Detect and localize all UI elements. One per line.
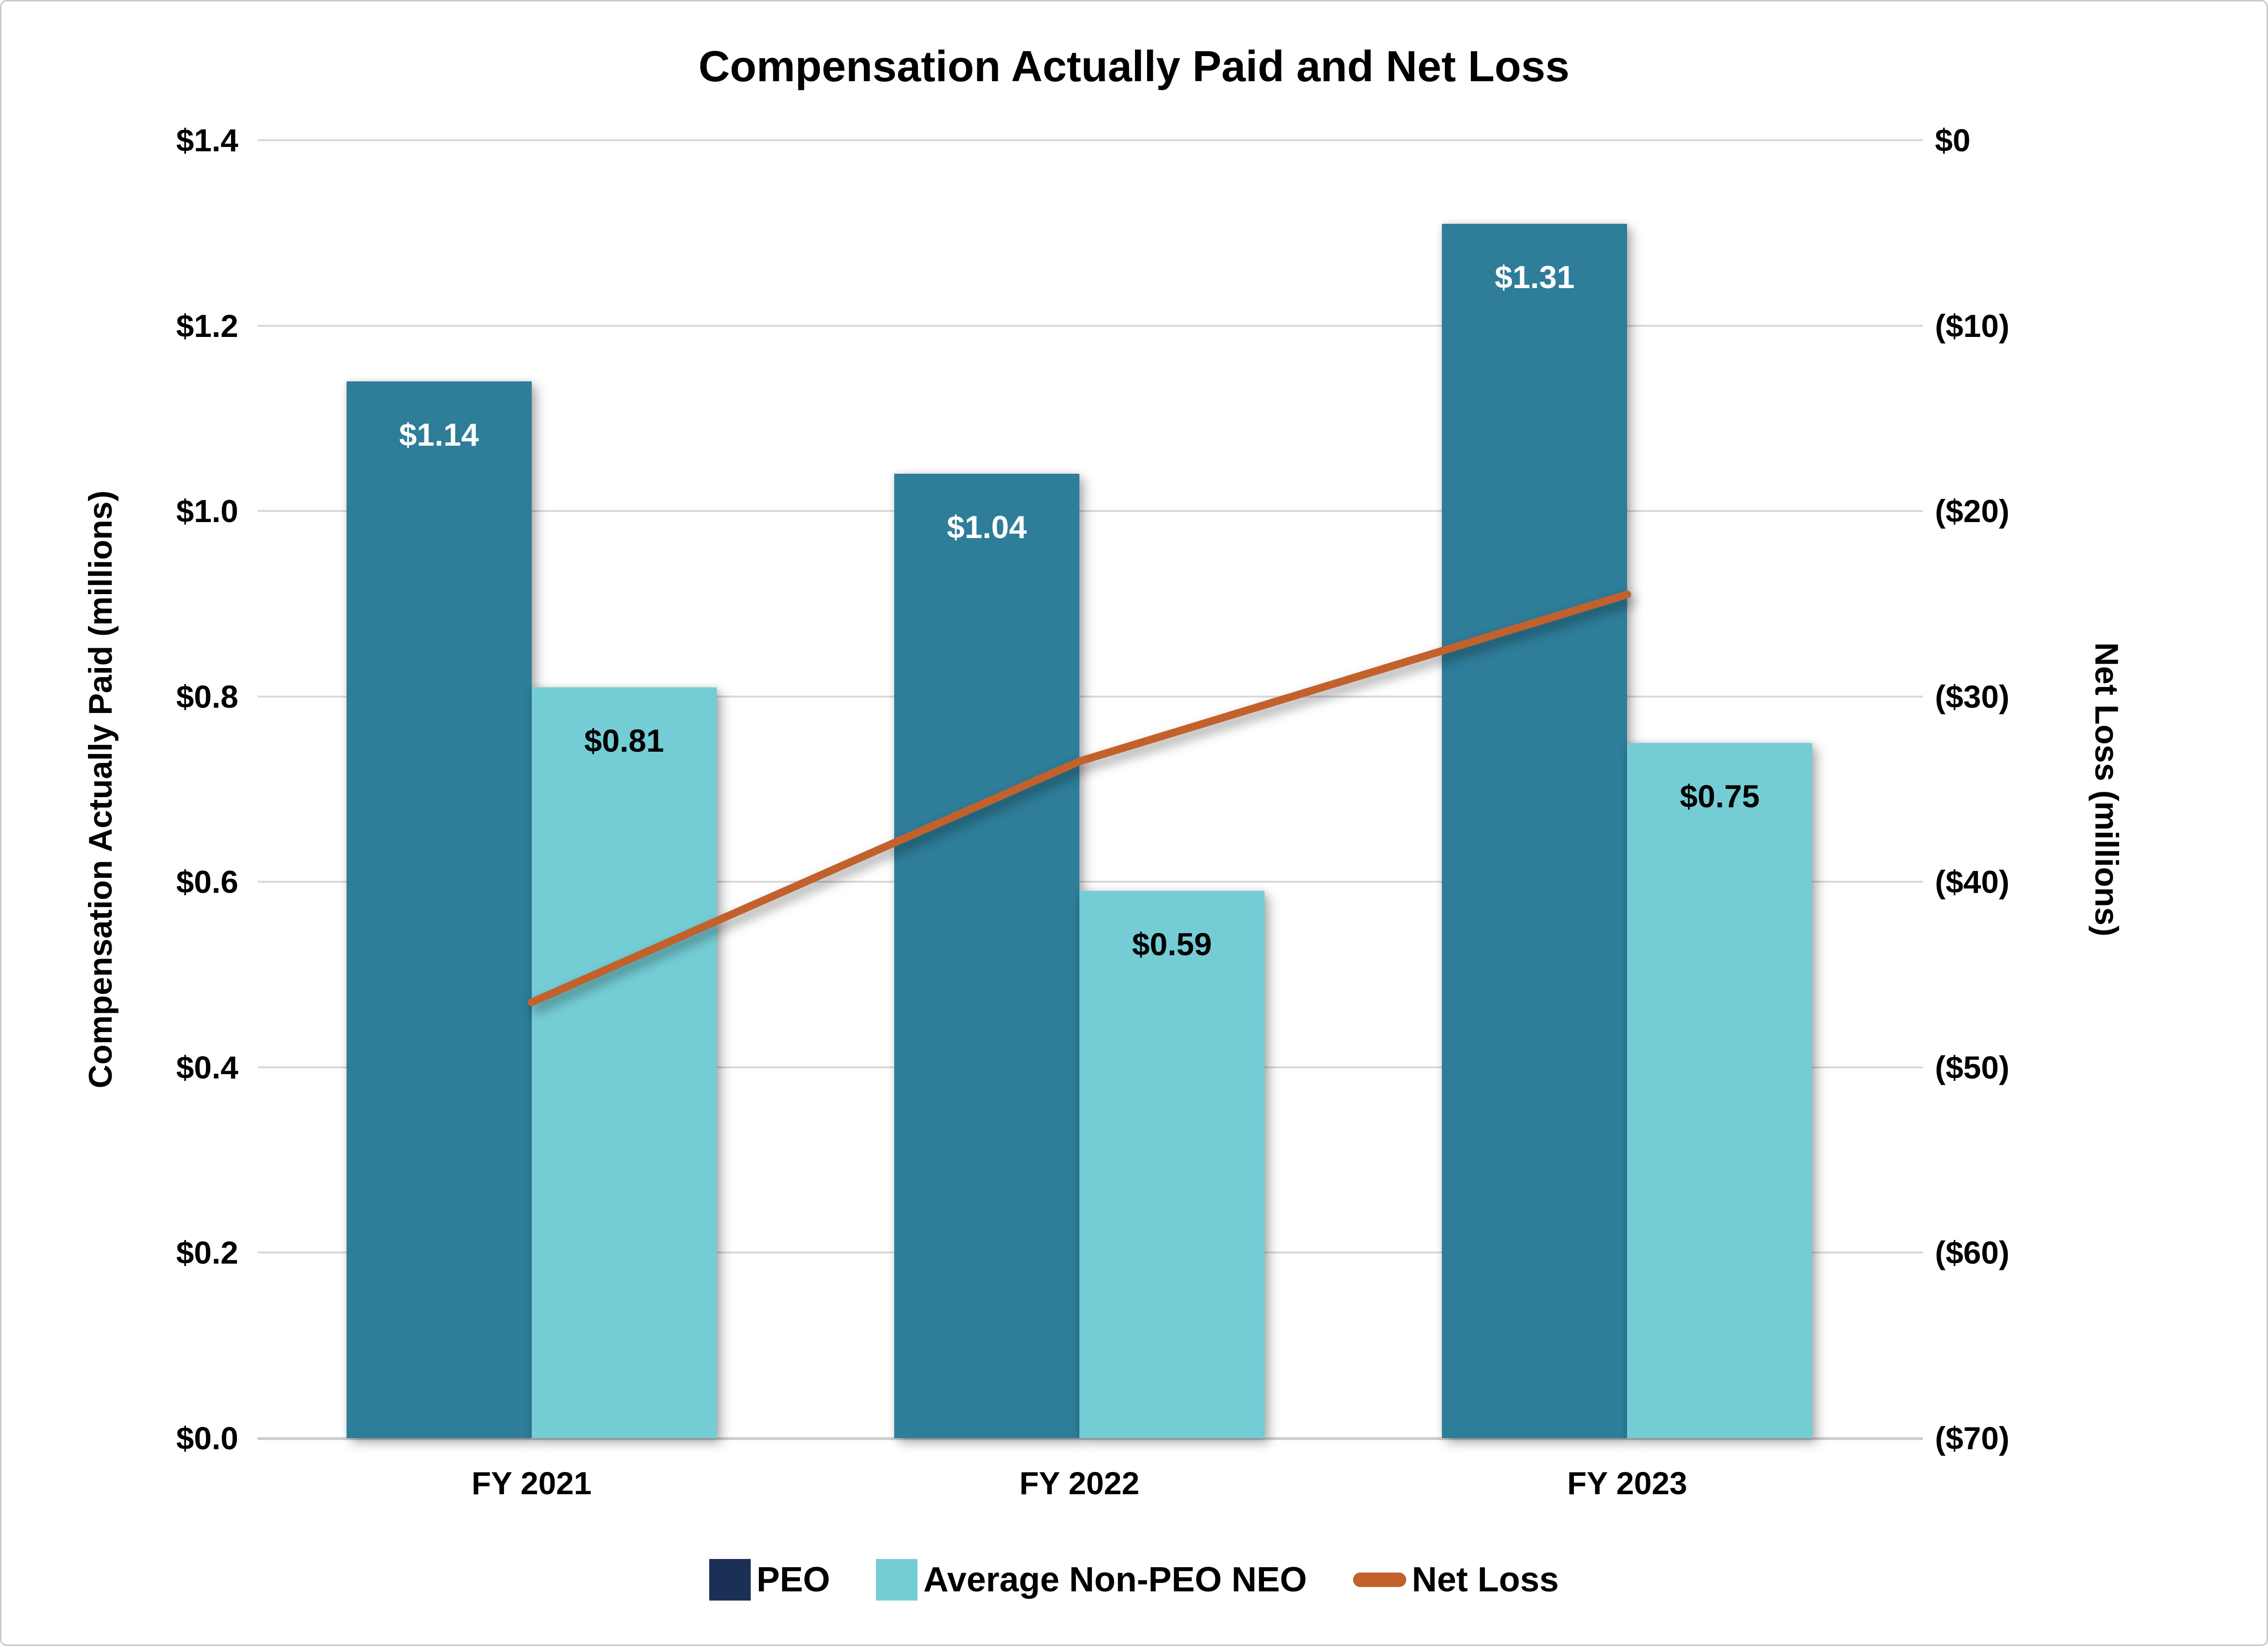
right-axis-tick: $0 bbox=[1935, 122, 1971, 158]
right-axis-title: Net Loss (millions) bbox=[2088, 642, 2125, 937]
bar-data-label: $1.14 bbox=[399, 416, 479, 452]
right-axis-tick: ($40) bbox=[1935, 864, 2010, 900]
bar-data-label: $0.81 bbox=[584, 722, 664, 758]
peo-bar-fy-2023: $1.31 bbox=[1442, 223, 1628, 1438]
chart-legend: PEO Average Non-PEO NEO Net Loss bbox=[709, 1559, 1559, 1601]
right-axis-tick: ($30) bbox=[1935, 678, 2010, 714]
plot-area: $1.14 $0.81 FY 2021 $1.04 $0.59 FY 2022 $1.31 $… bbox=[258, 139, 1923, 1501]
right-axis-tick: ($70) bbox=[1935, 1420, 2010, 1456]
left-axis-tick: $0.4 bbox=[176, 1049, 238, 1085]
legend-label: Net Loss bbox=[1411, 1560, 1559, 1599]
left-axis-tick: $0.8 bbox=[176, 678, 238, 714]
bar-data-label: $0.75 bbox=[1680, 778, 1760, 814]
legend-item-peo: PEO bbox=[709, 1559, 830, 1601]
horizontal-gridline bbox=[258, 881, 1923, 883]
horizontal-gridline bbox=[258, 695, 1923, 698]
right-axis-tick: ($20) bbox=[1935, 493, 2010, 529]
right-axis-tick: ($60) bbox=[1935, 1235, 2010, 1271]
legend-item-average-non-peo-neo: Average Non-PEO NEO bbox=[876, 1559, 1307, 1601]
x-axis-category-label: FY 2023 bbox=[1567, 1465, 1687, 1501]
bar-data-label: $0.59 bbox=[1132, 926, 1212, 962]
right-axis-tick: ($50) bbox=[1935, 1049, 2010, 1085]
horizontal-gridline bbox=[258, 139, 1923, 141]
legend-label: PEO bbox=[756, 1560, 830, 1599]
left-axis-tick: $1.4 bbox=[176, 122, 238, 158]
net-loss-polyline bbox=[527, 590, 1631, 1006]
right-axis-tick: ($10) bbox=[1935, 307, 2010, 344]
horizontal-gridline bbox=[258, 1437, 1923, 1440]
x-axis-category-label: FY 2021 bbox=[471, 1465, 592, 1501]
non-peo-neo-bar-fy-2023: $0.75 bbox=[1627, 743, 1813, 1438]
legend-square-swatch-icon bbox=[709, 1559, 751, 1601]
left-axis-tick: $0.6 bbox=[176, 864, 238, 900]
legend-square-swatch-icon bbox=[876, 1559, 918, 1601]
chart-title: Compensation Actually Paid and Net Loss bbox=[698, 43, 1570, 91]
peo-bar-fy-2021: $1.14 bbox=[346, 381, 532, 1438]
legend-line-swatch-icon bbox=[1352, 1573, 1406, 1587]
left-axis-tick: $0.2 bbox=[176, 1235, 238, 1271]
peo-bar-fy-2022: $1.04 bbox=[894, 474, 1079, 1438]
left-axis-tick: $0.0 bbox=[176, 1420, 238, 1456]
left-axis-tick: $1.0 bbox=[176, 493, 238, 529]
non-peo-neo-bar-fy-2021: $0.81 bbox=[531, 687, 717, 1438]
legend-label: Average Non-PEO NEO bbox=[923, 1560, 1307, 1599]
bar-data-label: $1.04 bbox=[946, 509, 1027, 545]
legend-item-net-loss: Net Loss bbox=[1352, 1560, 1559, 1600]
non-peo-neo-bar-fy-2022: $0.59 bbox=[1079, 891, 1265, 1438]
net-loss-line bbox=[527, 590, 1631, 1006]
left-axis-title: Compensation Actually Paid (millions) bbox=[82, 490, 119, 1089]
x-axis-category-label: FY 2022 bbox=[1019, 1465, 1140, 1501]
bar-data-label: $1.31 bbox=[1495, 259, 1575, 295]
left-axis-tick: $1.2 bbox=[176, 307, 238, 344]
horizontal-gridline bbox=[258, 510, 1923, 512]
horizontal-gridline bbox=[258, 324, 1923, 327]
